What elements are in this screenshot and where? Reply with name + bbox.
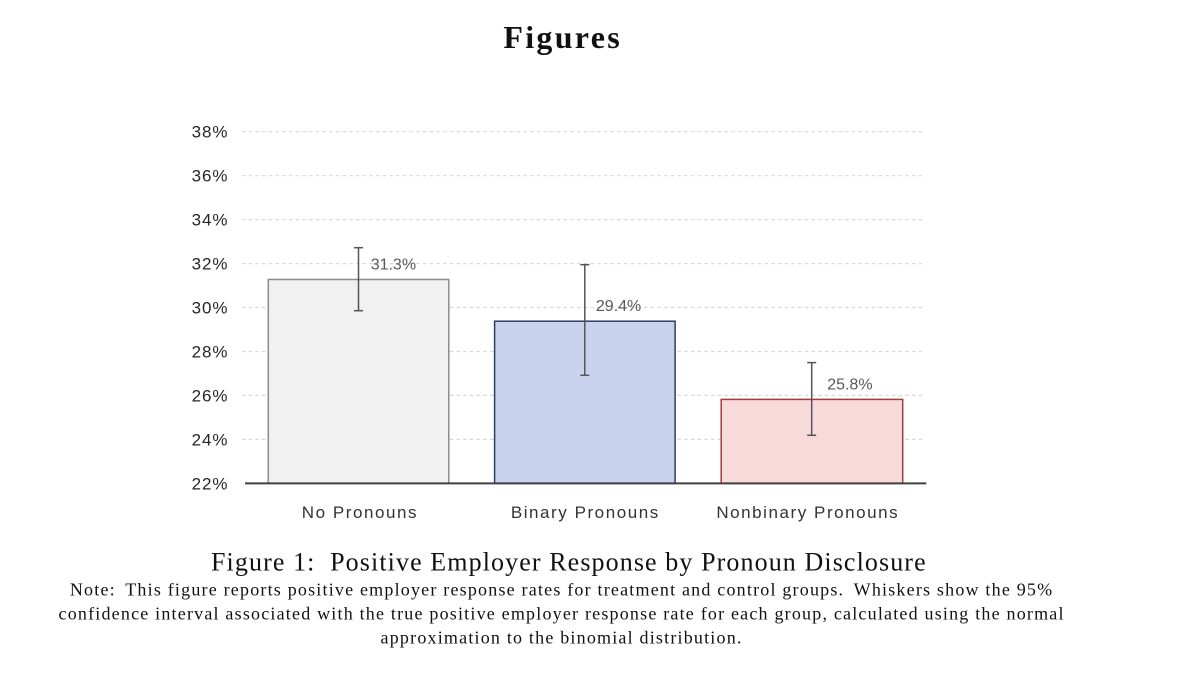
svg-text:Note: This figure reports posi: Note: This figure reports positive emplo…	[70, 580, 1053, 600]
svg-text:31.3%: 31.3%	[371, 257, 416, 274]
svg-text:confidence interval associated: confidence interval associated with the …	[59, 604, 1065, 624]
svg-text:Binary Pronouns: Binary Pronouns	[511, 503, 660, 522]
svg-text:36%: 36%	[192, 167, 229, 186]
svg-text:Nonbinary Pronouns: Nonbinary Pronouns	[716, 503, 899, 522]
svg-text:26%: 26%	[192, 386, 229, 405]
svg-text:32%: 32%	[192, 255, 229, 274]
svg-text:approximation to the binomial: approximation to the binomial distributi…	[381, 628, 743, 648]
svg-text:30%: 30%	[192, 299, 229, 318]
svg-text:34%: 34%	[192, 211, 229, 230]
svg-text:25.8%: 25.8%	[827, 376, 872, 393]
svg-text:Figures: Figures	[503, 19, 622, 55]
svg-text:22%: 22%	[192, 474, 229, 493]
svg-text:Figure 1: Positive Employer Re: Figure 1: Positive Employer Response by …	[211, 548, 927, 577]
svg-text:38%: 38%	[192, 123, 229, 142]
svg-text:29.4%: 29.4%	[596, 298, 641, 315]
svg-text:28%: 28%	[192, 343, 229, 362]
svg-text:No Pronouns: No Pronouns	[302, 503, 418, 522]
svg-text:24%: 24%	[192, 430, 229, 449]
